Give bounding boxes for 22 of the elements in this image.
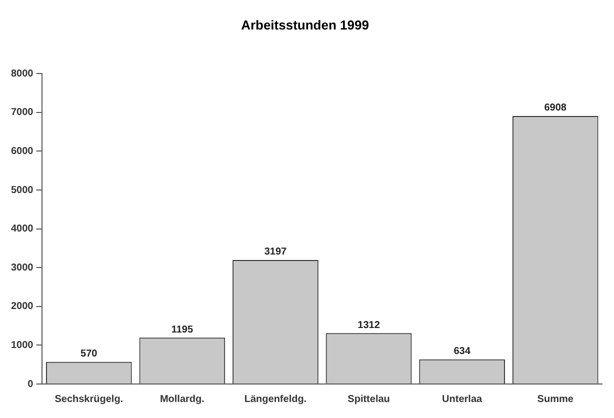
x-tick-label: Spittelau bbox=[348, 394, 390, 405]
data-label: 1312 bbox=[358, 320, 380, 331]
data-label: 6908 bbox=[544, 102, 567, 114]
y-tick-label: 8000 bbox=[10, 68, 34, 80]
data-label: 1195 bbox=[171, 324, 194, 336]
y-tick-label: 3000 bbox=[10, 262, 34, 274]
chart-title: Arbeitsstunden 1999 bbox=[241, 17, 369, 32]
y-tick-label: 7000 bbox=[10, 107, 34, 118]
y-tick-label: 0 bbox=[28, 378, 34, 390]
data-label: 570 bbox=[80, 348, 98, 360]
x-tick-label: Sechskrügelg. bbox=[54, 394, 124, 405]
y-tick-label: 1000 bbox=[10, 340, 34, 351]
y-tick-label: 6000 bbox=[10, 146, 34, 157]
x-tick-label: Summe bbox=[537, 394, 574, 405]
data-label: 634 bbox=[454, 346, 471, 358]
x-tick-label: Unterlaa bbox=[442, 394, 483, 405]
x-tick-label: Längenfeldg. bbox=[244, 394, 307, 405]
x-tick-label: Mollardg. bbox=[160, 394, 205, 405]
y-tick-label: 4000 bbox=[10, 224, 34, 235]
y-tick-label: 5000 bbox=[10, 184, 34, 196]
y-tick-label: 2000 bbox=[10, 301, 34, 312]
data-label: 3197 bbox=[264, 246, 288, 258]
